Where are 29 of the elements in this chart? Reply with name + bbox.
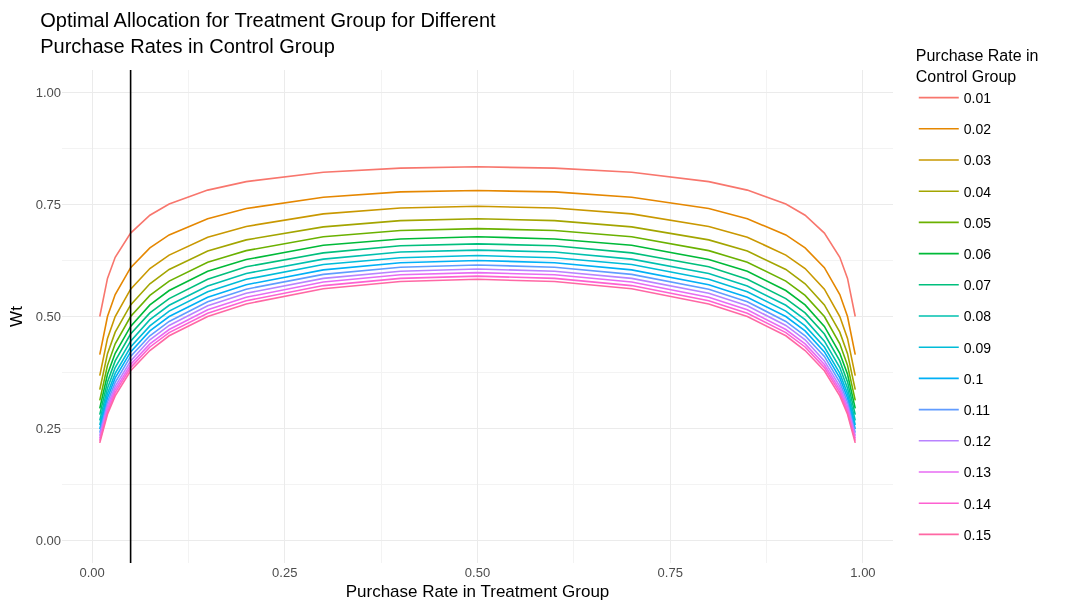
legend-label: 0.01 [963,90,992,107]
y-tick-label: 0.50 [35,309,61,325]
legend-label: 0.09 [963,339,992,356]
legend-label: 0.14 [963,495,992,512]
x-tick-label: 0.50 [464,565,491,580]
legend-label: 0.1 [963,370,984,387]
legend-label: 0.03 [963,152,992,169]
legend-label: 0.05 [963,214,992,231]
legend-label: 0.08 [963,308,992,325]
legend-label: 0.02 [963,121,992,138]
y-tick-label: 0.75 [35,197,61,212]
legend-label: 0.06 [963,246,992,263]
legend-title: Purchase Rate in Control Group [915,47,1039,86]
legend-label: 0.13 [963,464,992,481]
x-tick-label: 1.00 [850,565,876,580]
x-tick-label: 0.25 [272,565,298,580]
legend-label: 0.04 [963,183,992,200]
legend-label: 0.12 [963,433,992,450]
x-axis-title: Purchase Rate in Treatment Group [345,582,610,602]
chart-title: Optimal Allocation for Treatment Group for Different Purchase Rates in Control Group [40,9,497,58]
x-tick-label: 0.00 [79,565,105,580]
legend-label: 0.07 [963,277,992,294]
y-tick-label: 0.00 [35,533,61,549]
legend-label: 0.11 [963,402,991,419]
legend-label: 0.15 [963,526,992,543]
y-axis-title: Wt [7,305,27,327]
x-tick-label: 0.75 [657,565,683,580]
y-tick-label: 0.25 [35,421,61,437]
y-tick-label: 1.00 [35,84,61,100]
